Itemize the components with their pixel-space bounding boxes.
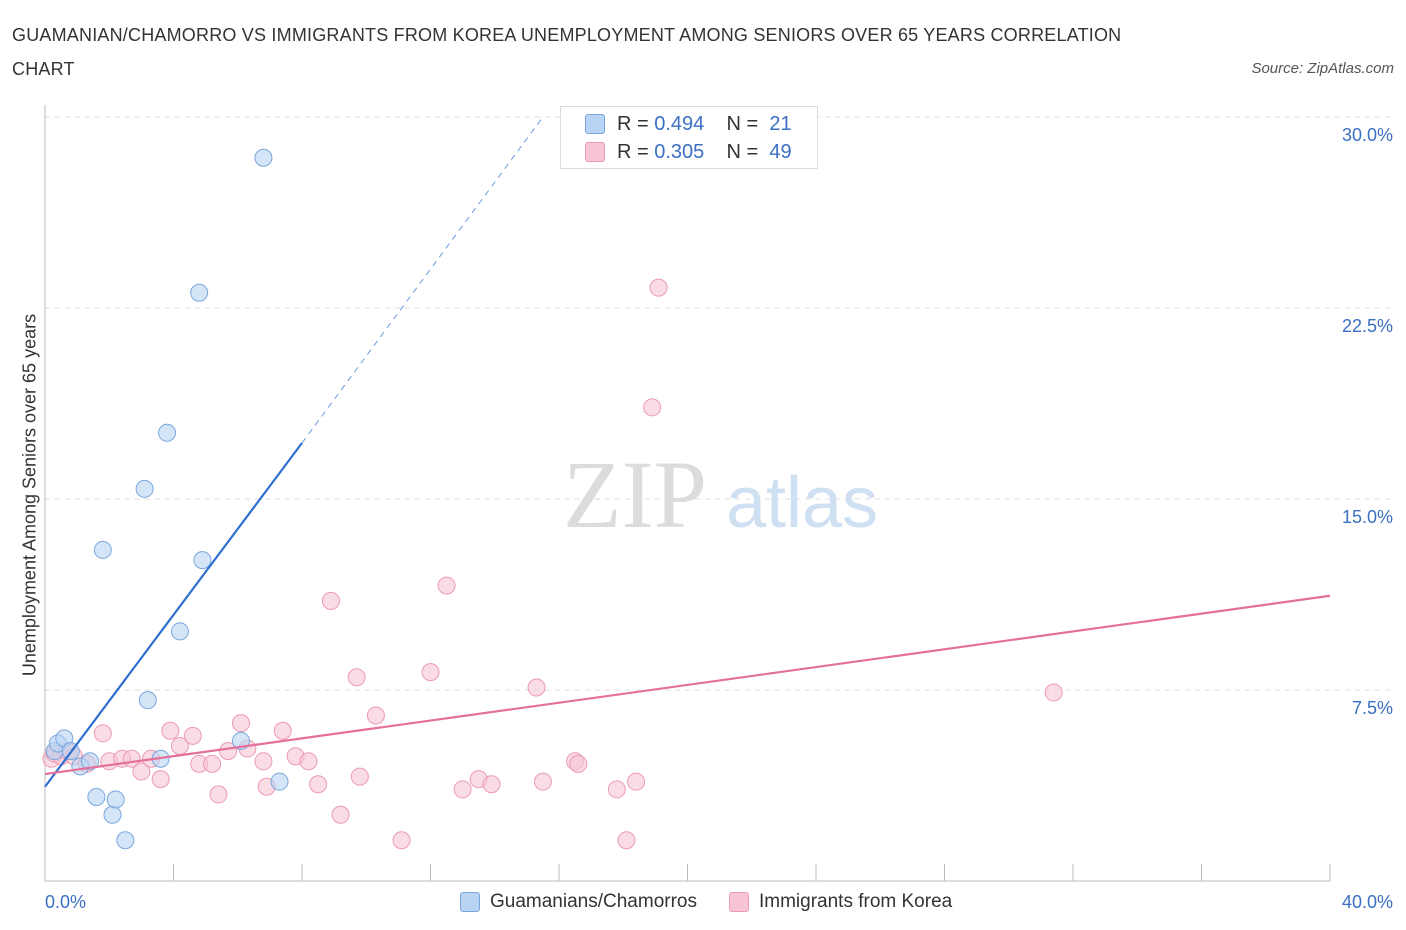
korea-point bbox=[533, 772, 552, 791]
stats-row-guamanian: R = 0.494 N = 21 bbox=[585, 110, 792, 138]
guamanian-trend-line bbox=[44, 442, 303, 788]
stats-row-korea: R = 0.305 N = 49 bbox=[585, 138, 792, 166]
korea-point bbox=[643, 398, 662, 417]
chart-title: GUAMANIAN/CHAMORRO VS IMMIGRANTS FROM KO… bbox=[12, 25, 1122, 79]
y-tick-label: 22.5% bbox=[1342, 316, 1393, 336]
korea-point bbox=[161, 721, 180, 740]
korea-point bbox=[151, 770, 170, 789]
guamanian-trend-extension bbox=[301, 116, 544, 444]
guamanian-point bbox=[93, 540, 112, 559]
legend-swatch-pink bbox=[585, 142, 605, 162]
legend-item-guamanian[interactable]: Guamanians/Chamorros bbox=[460, 891, 697, 913]
korea-point bbox=[649, 278, 668, 297]
legend-swatch-blue bbox=[585, 114, 605, 134]
korea-point bbox=[437, 576, 456, 595]
korea-point bbox=[527, 678, 546, 697]
korea-point bbox=[231, 714, 250, 733]
guamanian-point bbox=[158, 423, 177, 442]
n-value: 21 bbox=[769, 112, 792, 135]
guamanian-point bbox=[87, 787, 106, 806]
y-tick-label: 7.5% bbox=[1352, 698, 1393, 718]
guamanian-point bbox=[190, 283, 209, 302]
n-value: 49 bbox=[769, 140, 792, 163]
korea-point bbox=[350, 767, 369, 786]
korea-point bbox=[132, 762, 151, 781]
guamanian-point bbox=[138, 691, 157, 710]
korea-point bbox=[569, 754, 588, 773]
korea-point bbox=[482, 775, 501, 794]
legend-item-korea[interactable]: Immigrants from Korea bbox=[728, 891, 953, 913]
stats-legend: R = 0.494 N = 21 R = 0.305 N = 49 bbox=[560, 106, 818, 169]
korea-point bbox=[203, 754, 222, 773]
korea-trend-line bbox=[44, 594, 1331, 776]
guamanian-point bbox=[135, 479, 154, 498]
watermark-atlas: atlas bbox=[726, 463, 878, 543]
watermark: ZIP atlas bbox=[563, 441, 878, 548]
legend-swatch-blue bbox=[460, 892, 480, 912]
y-tick-label: 15.0% bbox=[1342, 507, 1393, 527]
trend-lines bbox=[44, 116, 1331, 788]
grid-lines bbox=[45, 116, 1390, 691]
r-label: R = bbox=[617, 140, 649, 163]
korea-point bbox=[347, 668, 366, 687]
korea-point bbox=[617, 831, 636, 850]
guamanian-point bbox=[254, 148, 273, 167]
korea-point bbox=[273, 721, 292, 740]
korea-point bbox=[627, 772, 646, 791]
series-legend: Guamanians/Chamorros Immigrants from Kor… bbox=[460, 889, 984, 915]
korea-point bbox=[219, 742, 238, 761]
guamanian-point bbox=[193, 551, 212, 570]
series-guamanian-points bbox=[45, 148, 289, 850]
korea-point bbox=[209, 785, 228, 804]
n-label: N = bbox=[726, 140, 759, 163]
korea-point bbox=[321, 591, 340, 610]
axes bbox=[44, 105, 1331, 882]
r-label: R = bbox=[617, 112, 649, 135]
x-tick-label: 40.0% bbox=[1342, 892, 1393, 912]
n-label: N = bbox=[726, 112, 759, 135]
x-tick-label: 0.0% bbox=[45, 892, 86, 912]
guamanian-point bbox=[80, 752, 99, 771]
korea-point bbox=[366, 706, 385, 725]
legend-label: Guamanians/Chamorros bbox=[490, 891, 697, 912]
r-value: 0.494 bbox=[654, 112, 705, 135]
guamanian-point bbox=[106, 790, 125, 809]
korea-point bbox=[1044, 683, 1063, 702]
korea-point bbox=[331, 805, 350, 824]
korea-point bbox=[607, 780, 626, 799]
korea-point bbox=[421, 663, 440, 682]
watermark-zip: ZIP bbox=[563, 441, 707, 548]
korea-point bbox=[299, 752, 318, 771]
guamanian-point bbox=[170, 622, 189, 641]
korea-point bbox=[392, 831, 411, 850]
guamanian-point bbox=[116, 831, 135, 850]
korea-point bbox=[183, 726, 202, 745]
y-tick-label: 30.0% bbox=[1342, 125, 1393, 145]
korea-point bbox=[93, 724, 112, 743]
korea-point bbox=[254, 752, 273, 771]
korea-point bbox=[453, 780, 472, 799]
guamanian-point bbox=[270, 772, 289, 791]
legend-swatch-pink bbox=[728, 892, 749, 912]
korea-point bbox=[309, 775, 328, 794]
source-note: Source: ZipAtlas.com bbox=[1251, 60, 1394, 77]
tick-labels: 7.5% 15.0% 22.5% 30.0% 0.0% 40.0% bbox=[45, 125, 1393, 912]
r-value: 0.305 bbox=[654, 140, 705, 163]
legend-label: Immigrants from Korea bbox=[758, 891, 953, 912]
guamanian-point bbox=[103, 805, 122, 824]
